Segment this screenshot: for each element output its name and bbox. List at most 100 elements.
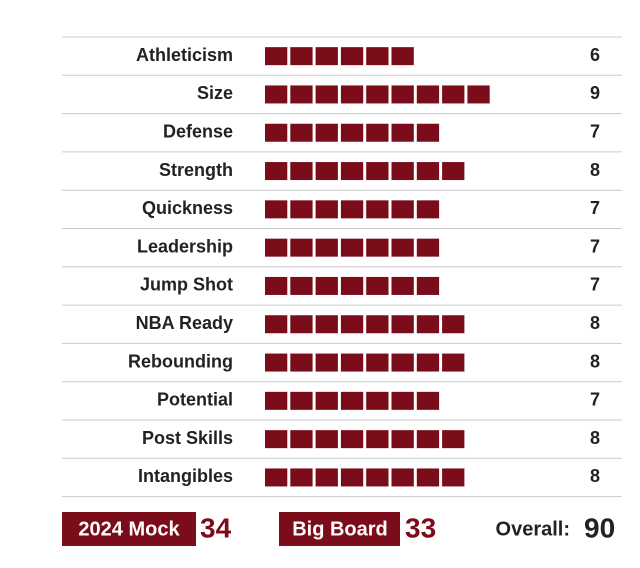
- category-label: Post Skills: [142, 428, 233, 448]
- block: [265, 276, 288, 295]
- block: [416, 238, 440, 257]
- overall-label: Overall:: [496, 518, 570, 540]
- block: [340, 353, 364, 372]
- block: [391, 85, 414, 104]
- mock-box: [62, 512, 196, 546]
- block: [391, 391, 414, 410]
- block: [442, 430, 465, 449]
- block: [416, 353, 440, 372]
- block: [315, 430, 338, 449]
- block: [467, 85, 490, 104]
- block: [416, 123, 440, 142]
- category-label: Intangibles: [138, 466, 233, 486]
- block: [391, 430, 414, 449]
- block: [391, 238, 414, 257]
- value-label: 8: [590, 428, 600, 448]
- board-label: Big Board: [292, 518, 388, 540]
- block: [265, 353, 288, 372]
- block: [265, 391, 288, 410]
- block: [340, 468, 364, 487]
- block: [290, 468, 313, 487]
- block: [315, 200, 338, 219]
- block: [315, 47, 338, 66]
- block: [340, 430, 364, 449]
- category-label: Strength: [159, 160, 233, 180]
- value-label: 7: [590, 390, 600, 410]
- block: [416, 85, 440, 104]
- block: [290, 353, 313, 372]
- value-label: 9: [590, 83, 600, 103]
- rating-blocks: [265, 276, 440, 295]
- block: [290, 47, 313, 66]
- block: [340, 200, 364, 219]
- value-label: 8: [590, 351, 600, 371]
- block: [290, 200, 313, 219]
- block: [290, 123, 313, 142]
- rating-blocks: [265, 430, 465, 449]
- block: [366, 315, 389, 334]
- block: [340, 85, 364, 104]
- mock-label: 2024 Mock: [78, 518, 180, 540]
- block: [265, 85, 288, 104]
- block: [340, 123, 364, 142]
- category-label: Quickness: [142, 198, 233, 218]
- rating-blocks: [265, 468, 465, 487]
- block: [442, 315, 465, 334]
- value-label: 8: [590, 313, 600, 333]
- block: [265, 200, 288, 219]
- block: [315, 315, 338, 334]
- category-label: Leadership: [137, 236, 233, 256]
- value-label: 7: [590, 275, 600, 295]
- value-label: 8: [590, 466, 600, 486]
- category-label: Size: [197, 83, 233, 103]
- category-label: Athleticism: [136, 45, 233, 65]
- block: [315, 123, 338, 142]
- block: [290, 162, 313, 181]
- block: [340, 276, 364, 295]
- block: [416, 200, 440, 219]
- block: [366, 238, 389, 257]
- rating-blocks: [265, 47, 414, 66]
- block: [315, 391, 338, 410]
- category-label: Jump Shot: [140, 275, 233, 295]
- rating-blocks: [265, 238, 440, 257]
- block: [265, 315, 288, 334]
- rating-blocks: [265, 200, 440, 219]
- block: [340, 391, 364, 410]
- block: [416, 162, 440, 181]
- rating-blocks: [265, 391, 440, 410]
- block: [340, 238, 364, 257]
- board-value: 33: [405, 512, 436, 543]
- block: [391, 315, 414, 334]
- block: [366, 468, 389, 487]
- category-label: Rebounding: [128, 351, 233, 371]
- block: [366, 123, 389, 142]
- block: [391, 162, 414, 181]
- mock-value: 34: [200, 512, 232, 543]
- value-label: 7: [590, 198, 600, 218]
- block: [290, 430, 313, 449]
- block: [366, 85, 389, 104]
- block: [265, 468, 288, 487]
- block: [416, 276, 440, 295]
- block: [265, 238, 288, 257]
- block: [391, 276, 414, 295]
- rating-blocks: [265, 315, 465, 334]
- block: [442, 353, 465, 372]
- rating-blocks: [265, 162, 465, 181]
- value-label: 8: [590, 160, 600, 180]
- block: [340, 162, 364, 181]
- board-box: [279, 512, 400, 546]
- block: [290, 391, 313, 410]
- block: [391, 200, 414, 219]
- value-label: 7: [590, 122, 600, 142]
- block: [265, 430, 288, 449]
- block: [391, 123, 414, 142]
- block: [366, 276, 389, 295]
- block: [366, 47, 389, 66]
- block: [265, 47, 288, 66]
- category-label: NBA Ready: [136, 313, 233, 333]
- block: [391, 47, 414, 66]
- block: [315, 468, 338, 487]
- block: [442, 468, 465, 487]
